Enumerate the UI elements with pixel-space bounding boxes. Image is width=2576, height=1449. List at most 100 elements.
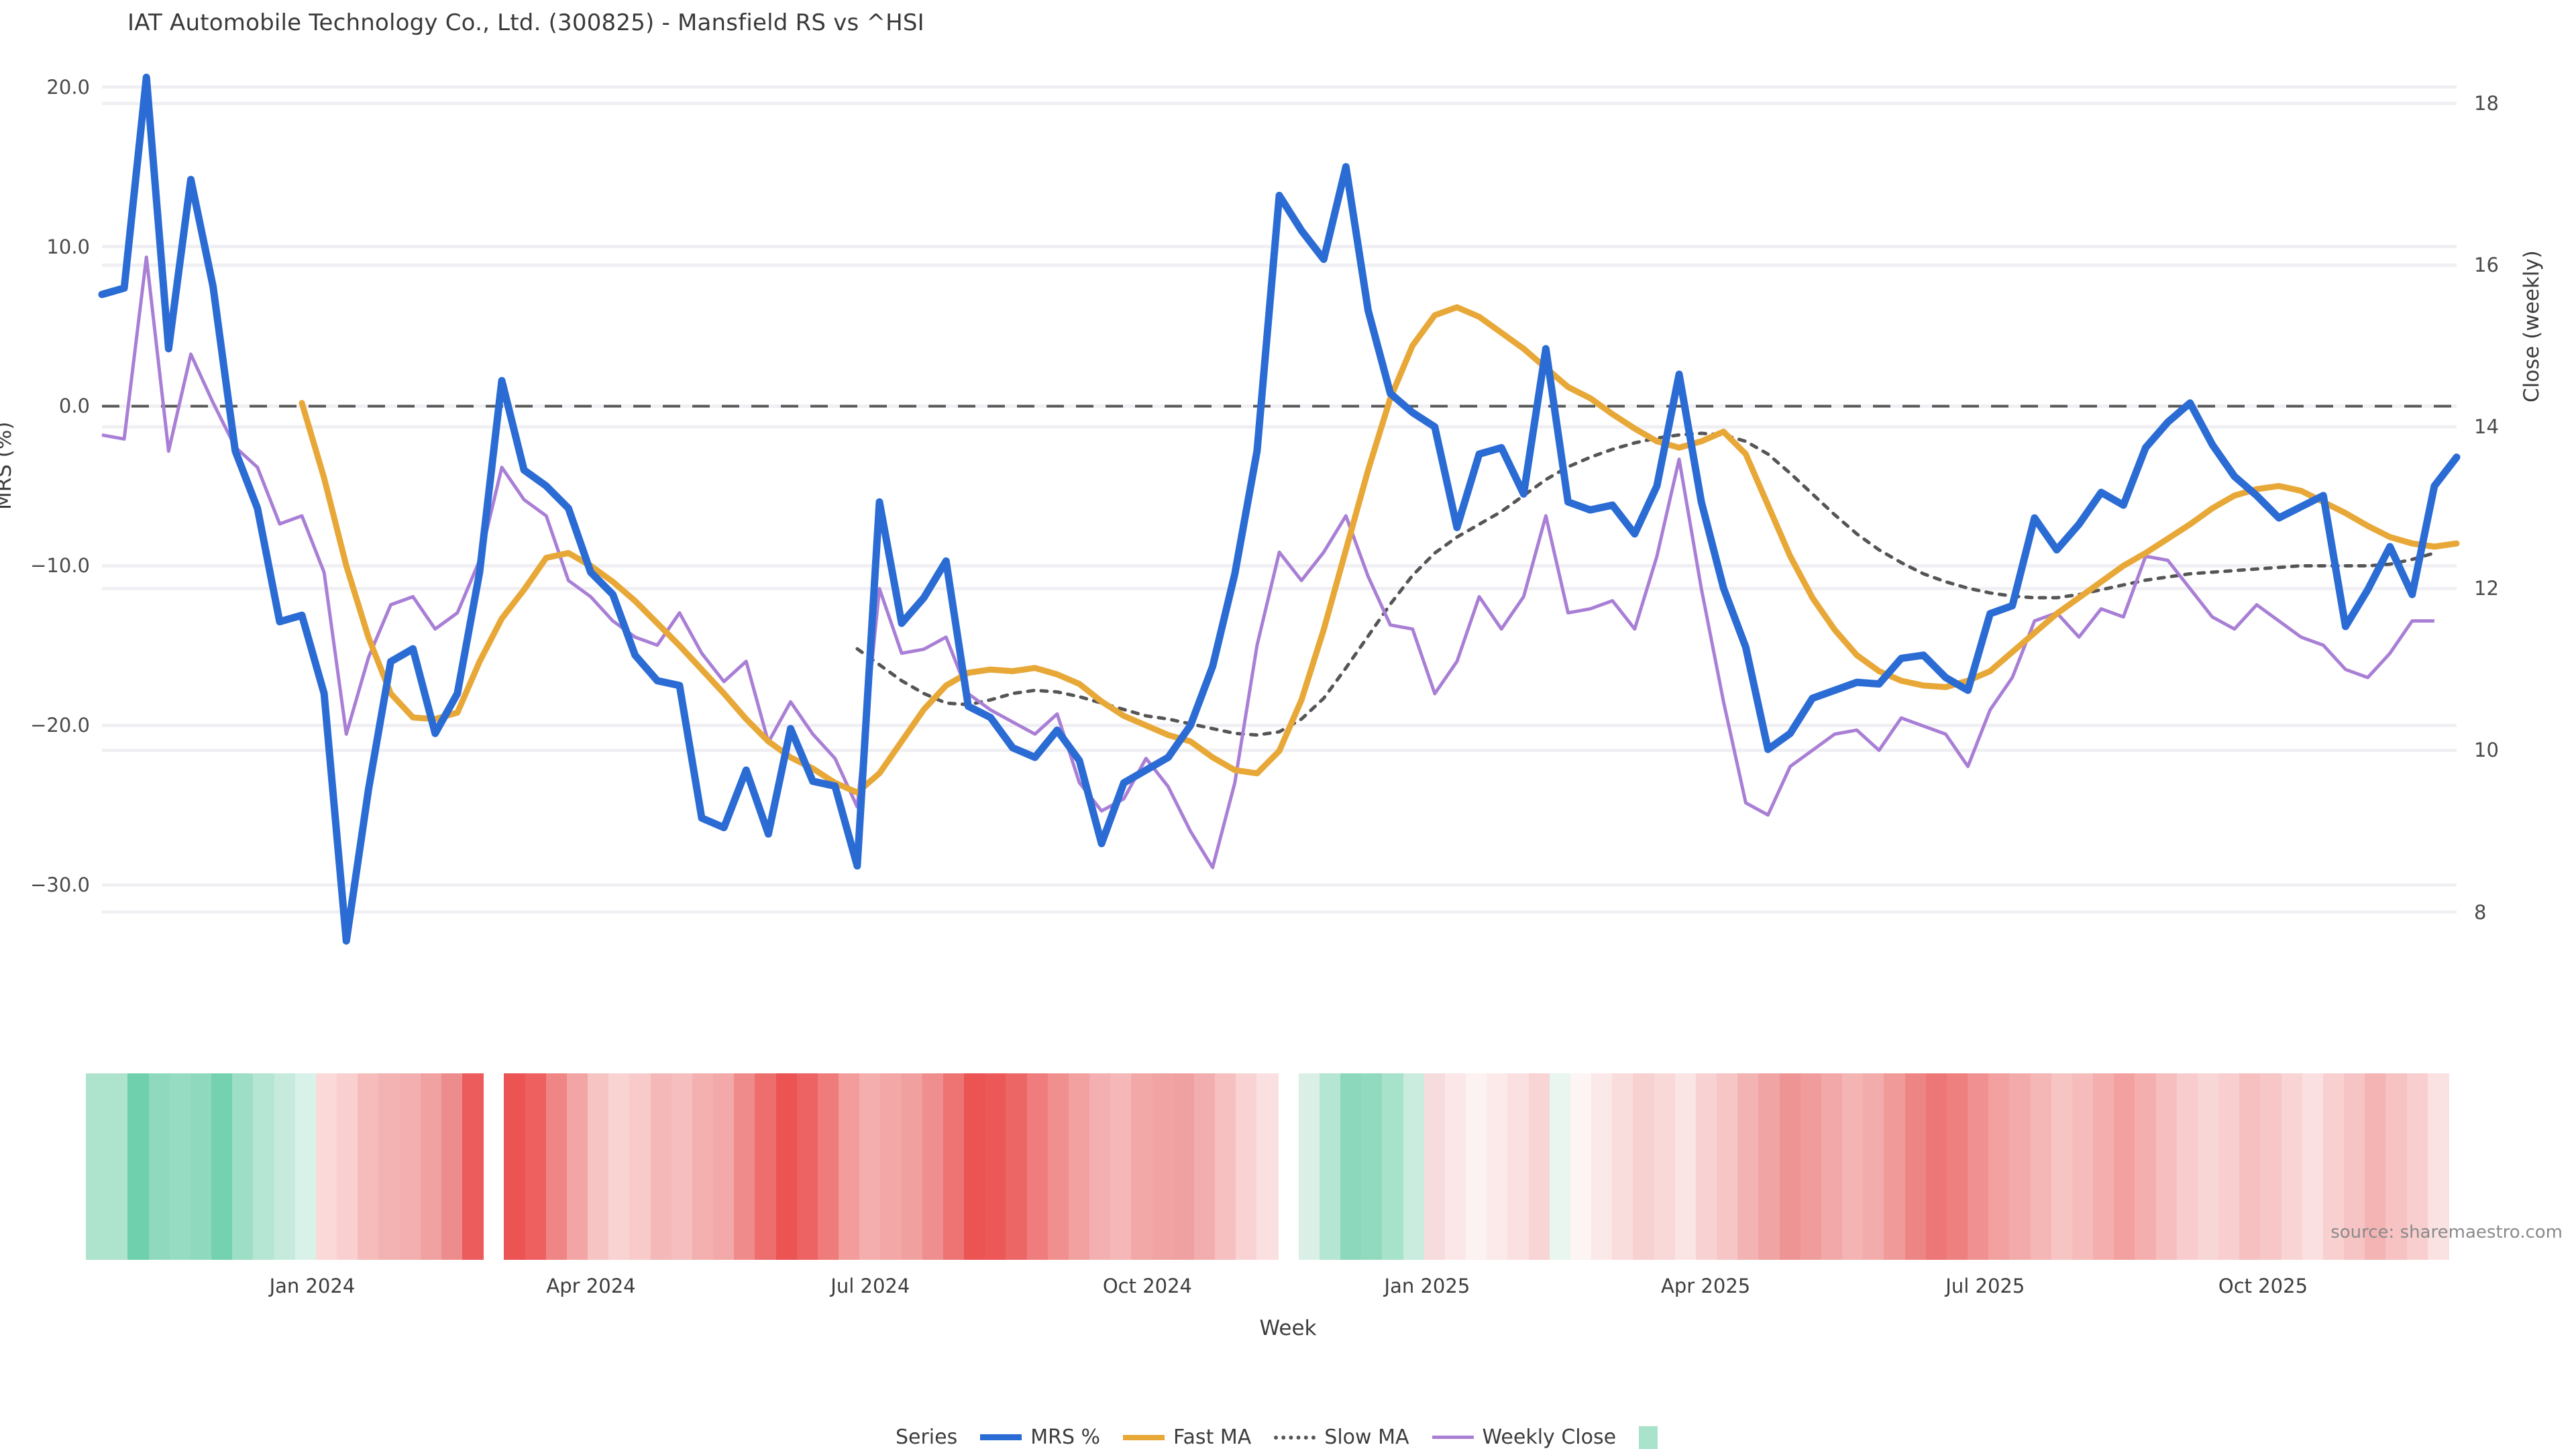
heatmap-band	[1842, 1073, 1864, 1260]
heatmap-band	[1215, 1073, 1237, 1260]
heatmap-band	[901, 1073, 923, 1260]
heatmap-band	[190, 1073, 213, 1260]
heatmap-band	[148, 1073, 170, 1260]
heatmap-band	[2406, 1073, 2428, 1260]
heatmap-band	[462, 1073, 484, 1260]
heatmap-band	[1821, 1073, 1843, 1260]
legend-item-mrs[interactable]: MRS %	[980, 1426, 1100, 1449]
heatmap-band	[1193, 1073, 1216, 1260]
heatmap-band	[2239, 1073, 2261, 1260]
heatmap-band	[1612, 1073, 1634, 1260]
heatmap-band	[1298, 1073, 1320, 1260]
plot-area	[98, 55, 2461, 989]
legend-label-slow-ma: Slow MA	[1324, 1426, 1409, 1449]
heatmap-band	[1570, 1073, 1593, 1260]
heatmap-band	[1006, 1073, 1028, 1260]
heatmap-band	[525, 1073, 547, 1260]
heatmap-band	[2155, 1073, 2178, 1260]
heatmap-band	[1633, 1073, 1655, 1260]
heatmap-band	[1319, 1073, 1342, 1260]
heatmap-band	[608, 1073, 631, 1260]
heatmap-band	[796, 1073, 818, 1260]
legend-item-slow-ma[interactable]: Slow MA	[1274, 1426, 1409, 1449]
heatmap-band	[504, 1073, 526, 1260]
x-tick: Oct 2025	[2218, 1275, 2308, 1297]
heatmap-band	[2302, 1073, 2324, 1260]
y-tick-right: 14	[2474, 415, 2499, 439]
heatmap-band	[441, 1073, 464, 1260]
heatmap-band	[713, 1073, 735, 1260]
heatmap-band	[734, 1073, 756, 1260]
heatmap-band	[1507, 1073, 1529, 1260]
x-tick: Jul 2024	[830, 1275, 910, 1297]
legend-item-fast-ma[interactable]: Fast MA	[1123, 1426, 1251, 1449]
heatmap-band	[337, 1073, 359, 1260]
heatmap-band	[1110, 1073, 1132, 1260]
chart-title: IAT Automobile Technology Co., Ltd. (300…	[127, 9, 924, 36]
heatmap-band	[294, 1073, 317, 1260]
heatmap-band	[2260, 1073, 2282, 1260]
heatmap-band	[253, 1073, 275, 1260]
heatmap-band	[1800, 1073, 1822, 1260]
heatmap-band	[1968, 1073, 1990, 1260]
heatmap-band	[1863, 1073, 1885, 1260]
relative-strength-heatmap	[86, 1073, 2450, 1260]
heatmap-band	[839, 1073, 861, 1260]
heatmap-band	[2051, 1073, 2074, 1260]
series-line-mrs	[98, 73, 2461, 945]
series-line-weekly-close	[101, 255, 2434, 869]
heatmap-band	[1340, 1073, 1362, 1260]
heatmap-band	[2322, 1073, 2345, 1260]
legend-item-weekly-close[interactable]: Weekly Close	[1432, 1426, 1616, 1449]
heatmap-band	[566, 1073, 589, 1260]
series-line-slow-ma	[855, 431, 2436, 737]
heatmap-band	[1152, 1073, 1174, 1260]
heatmap-band	[1884, 1073, 1906, 1260]
x-tick: Apr 2024	[546, 1275, 636, 1297]
heatmap-band	[1695, 1073, 1718, 1260]
heatmap-band	[274, 1073, 296, 1260]
heatmap-band	[545, 1073, 568, 1260]
heatmap-band	[378, 1073, 400, 1260]
heatmap-band	[817, 1073, 840, 1260]
heatmap-band	[1444, 1073, 1467, 1260]
heatmap-band	[1717, 1073, 1739, 1260]
heatmap-band	[1528, 1073, 1550, 1260]
heatmap-band	[2176, 1073, 2199, 1260]
heatmap-band	[1925, 1073, 1947, 1260]
x-axis-label: Week	[1259, 1316, 1317, 1340]
heatmap-band	[1487, 1073, 1509, 1260]
heatmap-band	[2385, 1073, 2408, 1260]
legend-title: Series	[895, 1426, 958, 1449]
legend-item-heatmap[interactable]	[1639, 1426, 1658, 1449]
heatmap-band	[880, 1073, 902, 1260]
heatmap-band	[2135, 1073, 2157, 1260]
heatmap-band	[107, 1073, 129, 1260]
heatmap-band	[1361, 1073, 1383, 1260]
heatmap-band	[86, 1073, 108, 1260]
series-line-fast-ma	[299, 304, 2460, 796]
heatmap-band	[1654, 1073, 1676, 1260]
heatmap-band	[1256, 1073, 1279, 1260]
heatmap-band	[2365, 1073, 2387, 1260]
heatmap-band	[399, 1073, 421, 1260]
heatmap-band	[358, 1073, 380, 1260]
y-tick-left: −10.0	[30, 554, 90, 578]
heatmap-band	[1904, 1073, 1927, 1260]
heatmap-band	[232, 1073, 254, 1260]
heatmap-band	[1089, 1073, 1112, 1260]
heatmap-band	[2218, 1073, 2241, 1260]
heatmap-band	[1047, 1073, 1069, 1260]
heatmap-band	[1403, 1073, 1425, 1260]
heatmap-band	[1173, 1073, 1195, 1260]
heatmap-band	[755, 1073, 777, 1260]
heatmap-band	[2281, 1073, 2303, 1260]
heatmap-band	[1591, 1073, 1613, 1260]
heatmap-band	[1382, 1073, 1404, 1260]
heatmap-band	[692, 1073, 714, 1260]
heatmap-band	[588, 1073, 610, 1260]
heatmap-band	[1737, 1073, 1760, 1260]
y-tick-left: −30.0	[30, 873, 90, 897]
heatmap-band	[2009, 1073, 2031, 1260]
